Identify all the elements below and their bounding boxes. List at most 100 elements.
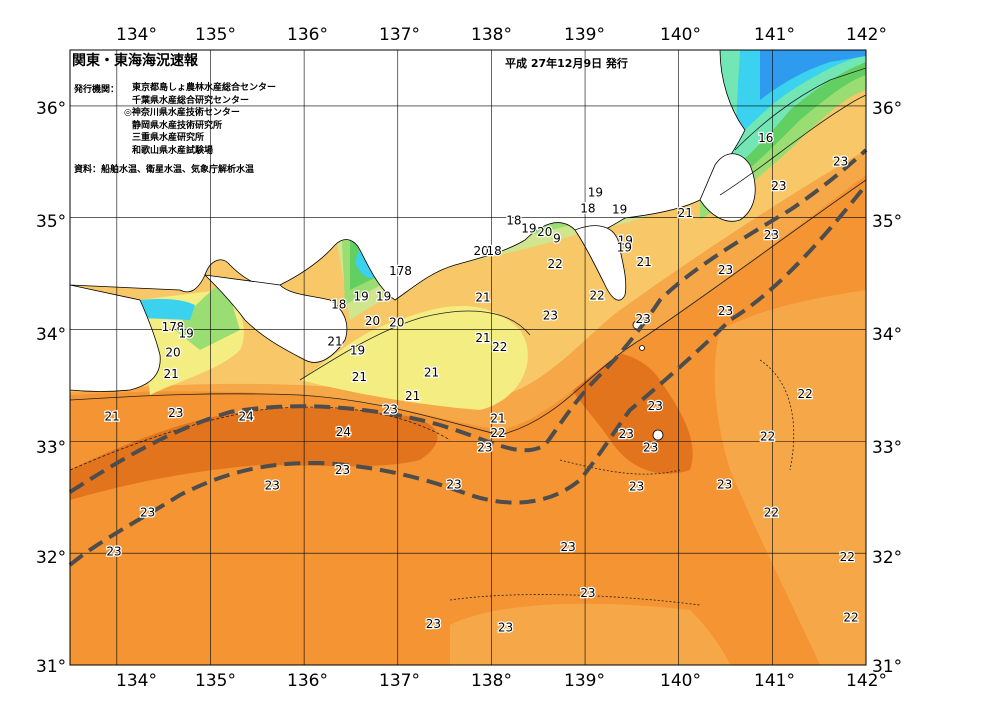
isotherm-label: 19 bbox=[376, 290, 391, 304]
isotherm-label: 20 bbox=[365, 314, 380, 328]
longitude-labels-top: 134° 135° 136° 137° 138° 139° 140° 141° … bbox=[116, 25, 887, 45]
isotherm-label: 19 bbox=[350, 343, 365, 357]
isotherm-label: 22 bbox=[797, 387, 812, 401]
izu-peninsula-land bbox=[574, 225, 627, 301]
isotherm-label: 8 bbox=[177, 320, 185, 334]
lon-label-137-bottom: 137° bbox=[379, 671, 420, 691]
boso-peninsula-land bbox=[699, 153, 756, 222]
isotherm-label: 23 bbox=[635, 312, 650, 326]
isotherm-label: 23 bbox=[580, 586, 595, 600]
isotherm-label: 21 bbox=[475, 331, 490, 345]
lat-label-35-left: 35° bbox=[36, 212, 66, 232]
isotherm-label: 22 bbox=[590, 289, 605, 303]
isotherm-label: 21 bbox=[327, 334, 342, 348]
isotherm-label: 23 bbox=[629, 480, 644, 494]
isotherm-label: 19 bbox=[178, 327, 193, 341]
lat-label-31-right: 31° bbox=[872, 657, 902, 677]
isotherm-label: 8 bbox=[404, 264, 412, 278]
lon-label-138-top: 138° bbox=[471, 25, 512, 45]
isotherm-label: 20 bbox=[473, 244, 488, 258]
isotherm-label: 21 bbox=[490, 412, 505, 426]
isotherm-label: 21 bbox=[678, 206, 693, 220]
sea-surface-temperature-field bbox=[70, 50, 866, 665]
isotherm-label: 18 bbox=[487, 244, 502, 258]
lon-label-136-bottom: 136° bbox=[287, 671, 328, 691]
isotherm-label: 17 bbox=[162, 320, 177, 334]
miyake-island bbox=[639, 345, 645, 351]
isotherm-label: 24 bbox=[336, 425, 351, 439]
sst-band-24-west bbox=[70, 408, 438, 500]
lon-label-136-top: 136° bbox=[287, 25, 328, 45]
sst-band-12 bbox=[760, 50, 866, 100]
isotherm-label: 23 bbox=[619, 427, 634, 441]
isotherm-label: 21 bbox=[424, 366, 439, 380]
lon-label-139-bottom: 139° bbox=[564, 671, 605, 691]
isotherm-label: 21 bbox=[352, 370, 367, 384]
lon-label-134-bottom: 134° bbox=[116, 671, 157, 691]
isotherm-label: 22 bbox=[547, 257, 562, 271]
lon-label-142-bottom: 142° bbox=[846, 671, 887, 691]
kii-peninsula-land bbox=[203, 274, 348, 363]
isotherm-label: 19 bbox=[354, 290, 369, 304]
shikoku-land bbox=[70, 284, 161, 392]
isotherm-label: 19 bbox=[521, 221, 536, 235]
isotherm-label: 17 bbox=[389, 264, 404, 278]
isotherm-label: 23 bbox=[335, 463, 350, 477]
isotherm-label: 23 bbox=[648, 399, 663, 413]
isotherm-label: 23 bbox=[717, 478, 732, 492]
isotherm-label: 22 bbox=[764, 505, 779, 519]
osaka-bay-water bbox=[140, 298, 195, 320]
isotherm-label: 23 bbox=[764, 228, 779, 242]
isotherm-label: 19 bbox=[612, 202, 627, 216]
latitude-labels-right: 36° 35° 34° 33° 32° 31° bbox=[872, 99, 902, 677]
lat-label-31-left: 31° bbox=[36, 657, 66, 677]
isotherm-label: 21 bbox=[636, 255, 651, 269]
isotherm-label: 22 bbox=[490, 426, 505, 440]
longitude-labels-bottom: 134° 135° 136° 137° 138° 139° 140° 141° … bbox=[116, 671, 887, 691]
isotherm-label: 22 bbox=[840, 550, 855, 564]
lat-label-32-left: 32° bbox=[36, 548, 66, 568]
isotherm-label: 19 bbox=[588, 186, 603, 200]
graticule bbox=[70, 50, 866, 665]
isotherm-label: 23 bbox=[446, 478, 461, 492]
lat-label-36-left: 36° bbox=[36, 99, 66, 119]
isotherm-label: 23 bbox=[477, 441, 492, 455]
isotherm-label: 23 bbox=[771, 179, 786, 193]
isotherm-label: 21 bbox=[475, 291, 490, 305]
isotherm-label: 22 bbox=[843, 611, 858, 625]
issuer-item: 東京都島しょ農林水産総合センター bbox=[132, 83, 277, 93]
isotherm-label: 20 bbox=[537, 225, 552, 239]
issuer-item: 静岡県水産技術研究所 bbox=[132, 120, 223, 131]
isotherm-label: 23 bbox=[561, 540, 576, 554]
lat-label-34-left: 34° bbox=[36, 325, 66, 345]
isotherm-label: 20 bbox=[389, 315, 404, 329]
sst-band-22-south bbox=[450, 603, 730, 665]
hachijojima-island bbox=[652, 429, 664, 441]
sst-band-19-kii-west bbox=[175, 280, 240, 350]
isotherm-label: 21 bbox=[104, 409, 119, 423]
issuer-item: ◎神奈川県水産技術センター bbox=[124, 108, 240, 118]
isotherm-label: 24 bbox=[238, 409, 253, 423]
isotherm-label: 22 bbox=[492, 340, 507, 354]
isotherm-label: 20 bbox=[165, 346, 180, 360]
isotherm-label: 23 bbox=[718, 304, 733, 318]
issuer-item: 和歌山県水産試験場 bbox=[132, 145, 214, 156]
sst-band-22-east bbox=[714, 290, 866, 665]
isotherm-label: 23 bbox=[498, 621, 513, 635]
lon-label-135-top: 135° bbox=[195, 25, 236, 45]
lon-label-137-top: 137° bbox=[379, 25, 420, 45]
isotherm-label: 23 bbox=[168, 406, 183, 420]
map-title: 関東・東海海況速報 bbox=[72, 53, 198, 69]
lat-label-35-right: 35° bbox=[872, 212, 902, 232]
isotherm-label: 23 bbox=[426, 617, 441, 631]
data-sources: 資料：船舶水温、衛星水温、気象庁解析水温 bbox=[74, 165, 255, 175]
isotherm-label: 16 bbox=[758, 131, 773, 145]
isotherm-label: 23 bbox=[543, 309, 558, 323]
isotherm-label: 21 bbox=[405, 389, 420, 403]
lon-label-134-top: 134° bbox=[116, 25, 157, 45]
isotherm-label: 23 bbox=[140, 505, 155, 519]
issuer-label: 発行機関： bbox=[74, 85, 120, 95]
lon-label-140-bottom: 140° bbox=[660, 671, 701, 691]
lat-label-32-right: 32° bbox=[872, 548, 902, 568]
